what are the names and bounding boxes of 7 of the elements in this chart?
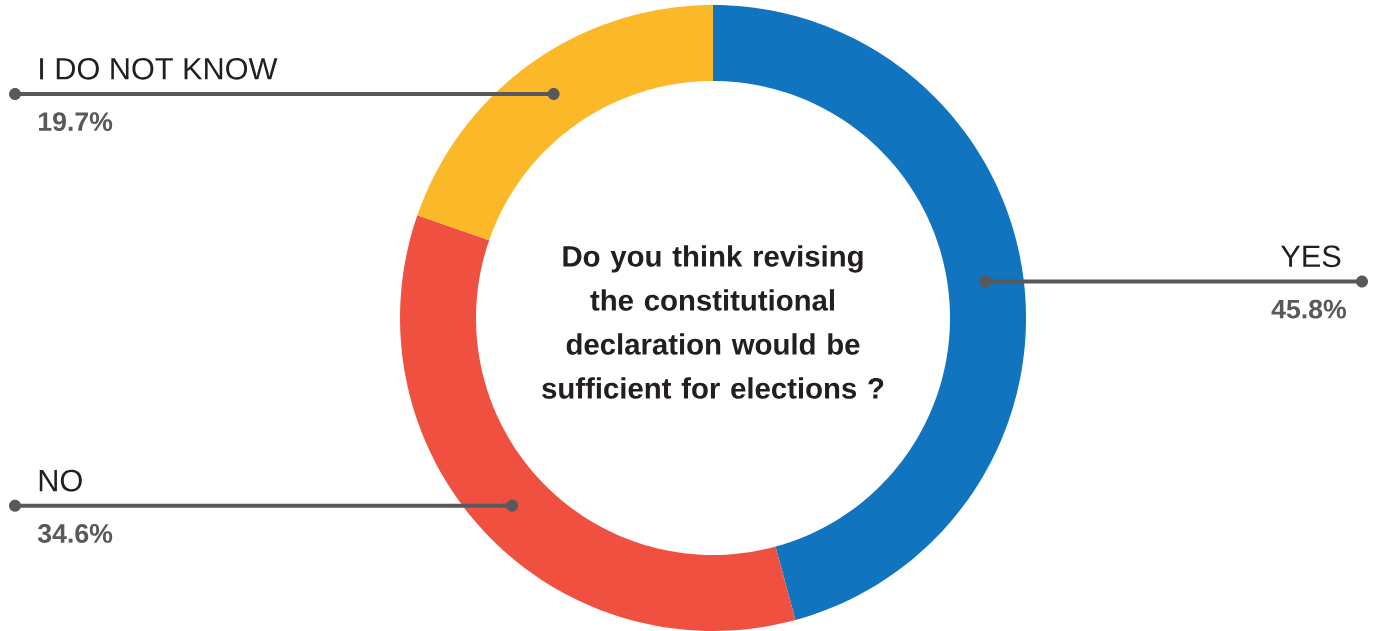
data-label: 19.7% — [38, 112, 113, 132]
data-label: 45.8% — [1271, 299, 1347, 319]
text: Do you think revising the constitutional declaration would be sufficient for elections ? — [542, 245, 884, 399]
slice-label: NO — [39, 469, 82, 492]
slice-label: YES — [1281, 245, 1341, 268]
data-label: 34.6% — [37, 524, 113, 543]
slice-label: I DO NOT KNOW — [40, 57, 278, 80]
